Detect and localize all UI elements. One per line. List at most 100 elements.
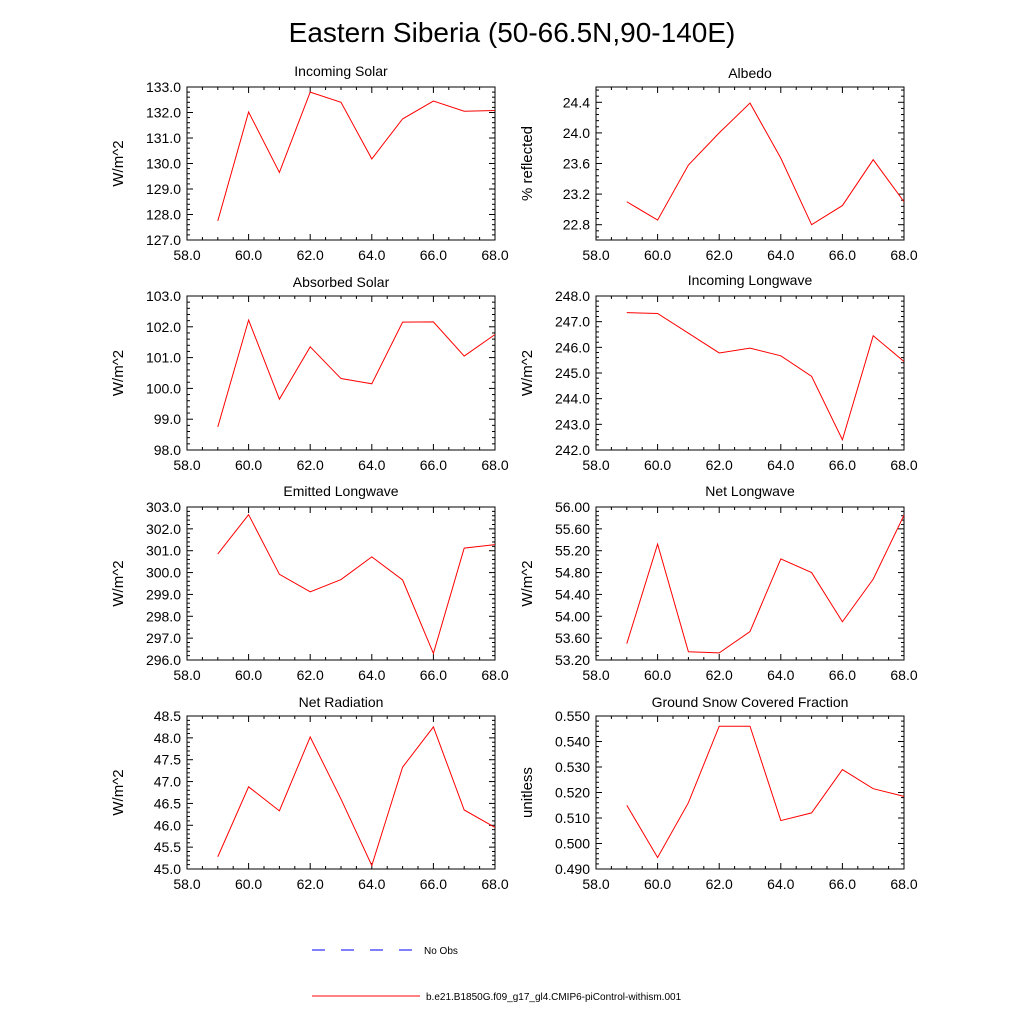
y-tick-label: 48.0 bbox=[154, 730, 181, 746]
y-axis-title: W/m^2 bbox=[110, 560, 127, 606]
plot-frame bbox=[186, 506, 496, 661]
panel-title: Albedo bbox=[728, 65, 772, 81]
y-tick-label: 101.0 bbox=[146, 350, 181, 366]
panel-3: Incoming Longwave 58.0 60.0 62.0 64.0 66.0 68.… bbox=[519, 272, 918, 473]
x-tick-label: 62.0 bbox=[297, 457, 324, 473]
panel-title: Net Radiation bbox=[299, 694, 384, 710]
plot-frame bbox=[186, 86, 496, 241]
y-tick-label: 298.0 bbox=[146, 608, 181, 624]
y-tick-label: 53.60 bbox=[555, 630, 590, 646]
y-tick-label: 133.0 bbox=[146, 79, 181, 95]
x-tick-label: 68.0 bbox=[890, 247, 917, 263]
y-tick-label: 132.0 bbox=[146, 105, 181, 121]
x-tick-label: 64.0 bbox=[358, 667, 385, 683]
series-line bbox=[626, 102, 905, 226]
x-tick-label: 68.0 bbox=[890, 667, 917, 683]
y-tick-label: 24.0 bbox=[563, 125, 590, 141]
y-tick-label: 246.0 bbox=[555, 339, 590, 355]
panel-title: Absorbed Solar bbox=[293, 274, 390, 290]
y-tick-label: 45.5 bbox=[154, 839, 181, 855]
y-tick-label: 46.0 bbox=[154, 817, 181, 833]
x-tick-label: 58.0 bbox=[582, 247, 609, 263]
y-tick-label: 103.0 bbox=[146, 288, 181, 304]
y-tick-label: 48.5 bbox=[154, 708, 181, 724]
x-tick-label: 64.0 bbox=[767, 247, 794, 263]
x-tick-label: 58.0 bbox=[173, 667, 200, 683]
x-tick-label: 64.0 bbox=[767, 457, 794, 473]
x-tick-label: 60.0 bbox=[235, 457, 262, 473]
y-axis-title: unitless bbox=[519, 767, 536, 818]
series-line bbox=[626, 312, 905, 442]
x-tick-label: 64.0 bbox=[358, 876, 385, 892]
x-tick-label: 60.0 bbox=[235, 876, 262, 892]
y-tick-label: 47.0 bbox=[154, 774, 181, 790]
x-tick-label: 64.0 bbox=[358, 247, 385, 263]
x-tick-label: 66.0 bbox=[829, 457, 856, 473]
x-tick-label: 66.0 bbox=[829, 876, 856, 892]
y-tick-label: 46.5 bbox=[154, 795, 181, 811]
y-tick-label: 55.60 bbox=[555, 521, 590, 537]
x-tick-label: 60.0 bbox=[644, 667, 671, 683]
y-tick-label: 248.0 bbox=[555, 288, 590, 304]
x-tick-label: 68.0 bbox=[481, 876, 508, 892]
y-tick-label: 0.520 bbox=[555, 785, 590, 801]
y-tick-label: 102.0 bbox=[146, 319, 181, 335]
panel-0: Incoming Solar 58.0 60.0 62.0 64.0 66.0 68.0 12… bbox=[110, 63, 509, 263]
y-tick-label: 247.0 bbox=[555, 314, 590, 330]
y-tick-label: 129.0 bbox=[146, 181, 181, 197]
panel-title: Ground Snow Covered Fraction bbox=[652, 694, 849, 710]
x-tick-label: 68.0 bbox=[481, 667, 508, 683]
y-tick-label: 0.500 bbox=[555, 836, 590, 852]
legend-entry: No Obs bbox=[312, 946, 458, 957]
y-tick-label: 244.0 bbox=[555, 391, 590, 407]
panel-title: Incoming Solar bbox=[294, 63, 388, 79]
plot-frame bbox=[595, 86, 905, 241]
x-tick-label: 64.0 bbox=[767, 876, 794, 892]
x-tick-label: 68.0 bbox=[890, 876, 917, 892]
y-tick-label: 0.510 bbox=[555, 810, 590, 826]
y-tick-label: 56.00 bbox=[555, 499, 590, 515]
x-tick-label: 68.0 bbox=[890, 457, 917, 473]
x-tick-label: 60.0 bbox=[644, 247, 671, 263]
x-tick-label: 66.0 bbox=[829, 667, 856, 683]
x-tick-label: 58.0 bbox=[173, 247, 200, 263]
x-tick-label: 62.0 bbox=[706, 876, 733, 892]
panel-4: Emitted Longwave 58.0 60.0 62.0 64.0 66.0 68.0… bbox=[110, 483, 509, 683]
x-tick-label: 60.0 bbox=[644, 876, 671, 892]
y-tick-label: 0.540 bbox=[555, 734, 590, 750]
y-tick-label: 301.0 bbox=[146, 543, 181, 559]
y-tick-label: 54.00 bbox=[555, 608, 590, 624]
y-tick-label: 300.0 bbox=[146, 565, 181, 581]
y-tick-label: 0.530 bbox=[555, 759, 590, 775]
y-axis-title: % reflected bbox=[519, 126, 536, 201]
plot-frame bbox=[186, 715, 496, 870]
x-tick-label: 66.0 bbox=[420, 667, 447, 683]
x-tick-label: 58.0 bbox=[173, 457, 200, 473]
y-tick-label: 242.0 bbox=[555, 442, 590, 458]
legend: No Obs b.e21.B1850G.f09_g17_gl4.CMIP6-piC… bbox=[312, 946, 682, 1003]
y-tick-label: 100.0 bbox=[146, 380, 181, 396]
y-tick-label: 23.6 bbox=[563, 156, 590, 172]
panel-6: Net Radiation 58.0 60.0 62.0 64.0 66.0 68.0 45.… bbox=[110, 694, 509, 892]
y-tick-label: 297.0 bbox=[146, 630, 181, 646]
x-tick-label: 62.0 bbox=[706, 457, 733, 473]
y-tick-label: 243.0 bbox=[555, 416, 590, 432]
legend-label: b.e21.B1850G.f09_g17_gl4.CMIP6-piControl… bbox=[426, 992, 682, 1003]
y-axis-title: W/m^2 bbox=[110, 769, 127, 815]
series-line bbox=[217, 725, 496, 867]
plot-frame bbox=[595, 295, 905, 451]
x-tick-label: 62.0 bbox=[706, 247, 733, 263]
y-axis-title: W/m^2 bbox=[519, 560, 536, 606]
y-tick-label: 54.80 bbox=[555, 565, 590, 581]
y-tick-label: 99.0 bbox=[154, 411, 181, 427]
x-tick-label: 62.0 bbox=[297, 876, 324, 892]
x-tick-label: 60.0 bbox=[235, 247, 262, 263]
panel-5: Net Longwave 58.0 60.0 62.0 64.0 66.0 68.0 53.2… bbox=[519, 483, 918, 683]
y-axis-title: W/m^2 bbox=[519, 350, 536, 396]
x-tick-label: 58.0 bbox=[582, 667, 609, 683]
x-tick-label: 64.0 bbox=[767, 667, 794, 683]
y-tick-label: 302.0 bbox=[146, 521, 181, 537]
y-tick-label: 0.550 bbox=[555, 708, 590, 724]
x-tick-label: 62.0 bbox=[297, 667, 324, 683]
